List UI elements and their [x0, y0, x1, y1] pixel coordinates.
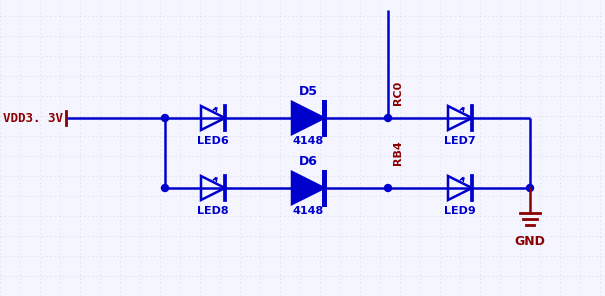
Text: RB4: RB4 [393, 141, 403, 165]
Polygon shape [292, 102, 324, 134]
Text: LED6: LED6 [197, 136, 229, 146]
Text: LED9: LED9 [444, 206, 476, 216]
Text: RC0: RC0 [393, 81, 403, 105]
Text: D6: D6 [298, 155, 318, 168]
Text: GND: GND [515, 235, 546, 248]
Polygon shape [292, 172, 324, 204]
Text: 4148: 4148 [292, 136, 324, 146]
Text: D5: D5 [298, 85, 318, 98]
Text: VDD3. 3V: VDD3. 3V [3, 112, 63, 125]
Text: 4148: 4148 [292, 206, 324, 216]
Circle shape [385, 184, 391, 192]
Text: LED8: LED8 [197, 206, 229, 216]
Text: LED7: LED7 [444, 136, 476, 146]
Circle shape [526, 184, 534, 192]
Circle shape [385, 115, 391, 121]
Circle shape [162, 184, 169, 192]
Circle shape [162, 115, 169, 121]
